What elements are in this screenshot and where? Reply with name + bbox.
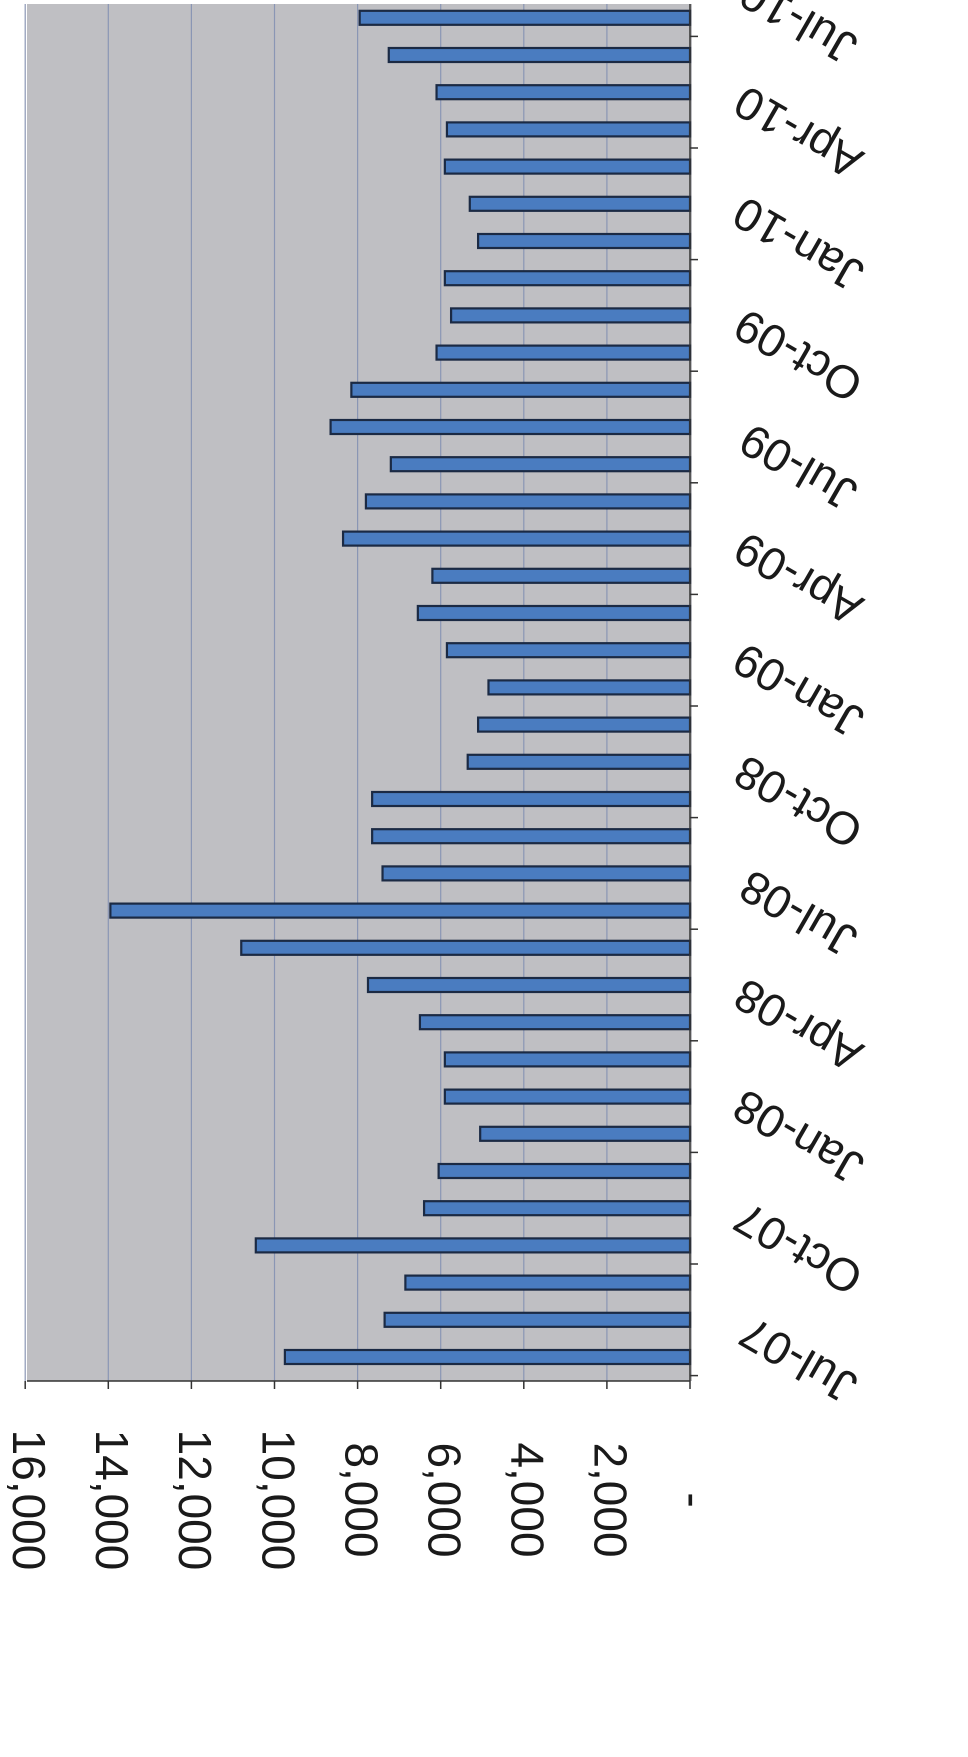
bar-feb-10 [468,195,692,212]
x-tick-label: Jul-08 [731,860,866,968]
bar-jan-09 [487,679,692,696]
bar-jun-10 [387,46,692,64]
bar-jun-09 [364,493,692,510]
bar-apr-08 [418,1014,692,1031]
x-tick-label: Jan-09 [724,633,872,748]
bar-jun-08 [240,939,692,956]
bar-may-08 [366,976,692,994]
bar-aug-07 [383,1311,692,1328]
x-tick-label: Apr-09 [725,522,871,636]
bar-mar-09 [416,604,692,622]
y-tick-label: 14,000 [86,1430,138,1571]
x-tick-label: Apr-10 [725,76,871,190]
y-tick-label: 4,000 [502,1442,554,1557]
y-tick-label: 6,000 [419,1442,471,1557]
bar-may-09 [341,530,692,547]
bar-sep-09 [350,381,692,398]
bar-dec-08 [476,716,692,733]
bar-jul-09 [389,456,692,473]
x-tick-label: Oct-08 [725,745,871,859]
x-tick-label: Jul-10 [731,0,866,75]
bar-mar-08 [443,1051,692,1068]
bar-nov-08 [466,753,692,770]
x-axis-labels: Jul-07Oct-07Jan-08Apr-08Jul-08Oct-08Jan-… [724,0,872,1414]
bar-jul-10 [358,9,692,26]
y-tick-label: 2,000 [585,1442,637,1557]
x-tick-label: Jan-10 [724,187,872,302]
y-tick-label: 16,000 [3,1430,55,1571]
bar-apr-10 [445,121,692,138]
bar-nov-09 [449,307,692,324]
bar-feb-09 [445,642,692,659]
x-tick-label: Oct-07 [725,1192,871,1306]
bar-jul-07 [283,1348,692,1366]
y-tick-label: - [668,1492,720,1507]
x-tick-label: Oct-09 [725,299,871,413]
y-tick-label: 12,000 [169,1430,221,1571]
bar-oct-09 [435,344,692,361]
bar-feb-08 [443,1088,692,1105]
x-tick-label: Apr-08 [725,968,871,1082]
x-tick-label: Jul-07 [731,1306,866,1414]
y-tick-label: 8,000 [335,1442,387,1557]
bar-dec-09 [443,270,692,287]
x-tick-label: Jan-08 [724,1079,872,1194]
x-tick-label: Jul-09 [731,414,866,522]
bar-oct-08 [371,790,692,808]
bar-dec-07 [437,1162,692,1180]
y-tick-label: 10,000 [252,1430,304,1571]
y-axis-labels: - 2,000 4,000 6,000 8,000 10,000 12,000 14,000 1… [3,1430,720,1571]
bar-aug-09 [329,418,692,436]
bar-sep-07 [404,1274,692,1291]
bar-apr-09 [431,567,692,584]
bar-jan-10 [476,232,692,250]
bars [109,9,692,1366]
bar-jul-08 [109,902,692,919]
bar-sep-08 [371,828,692,845]
axes [24,4,698,1389]
bar-aug-08 [381,865,692,882]
bar-oct-07 [254,1237,692,1254]
bar-may-10 [435,84,692,101]
bar-jan-08 [479,1125,692,1142]
bar-nov-07 [422,1200,692,1217]
bar-mar-10 [443,158,692,175]
